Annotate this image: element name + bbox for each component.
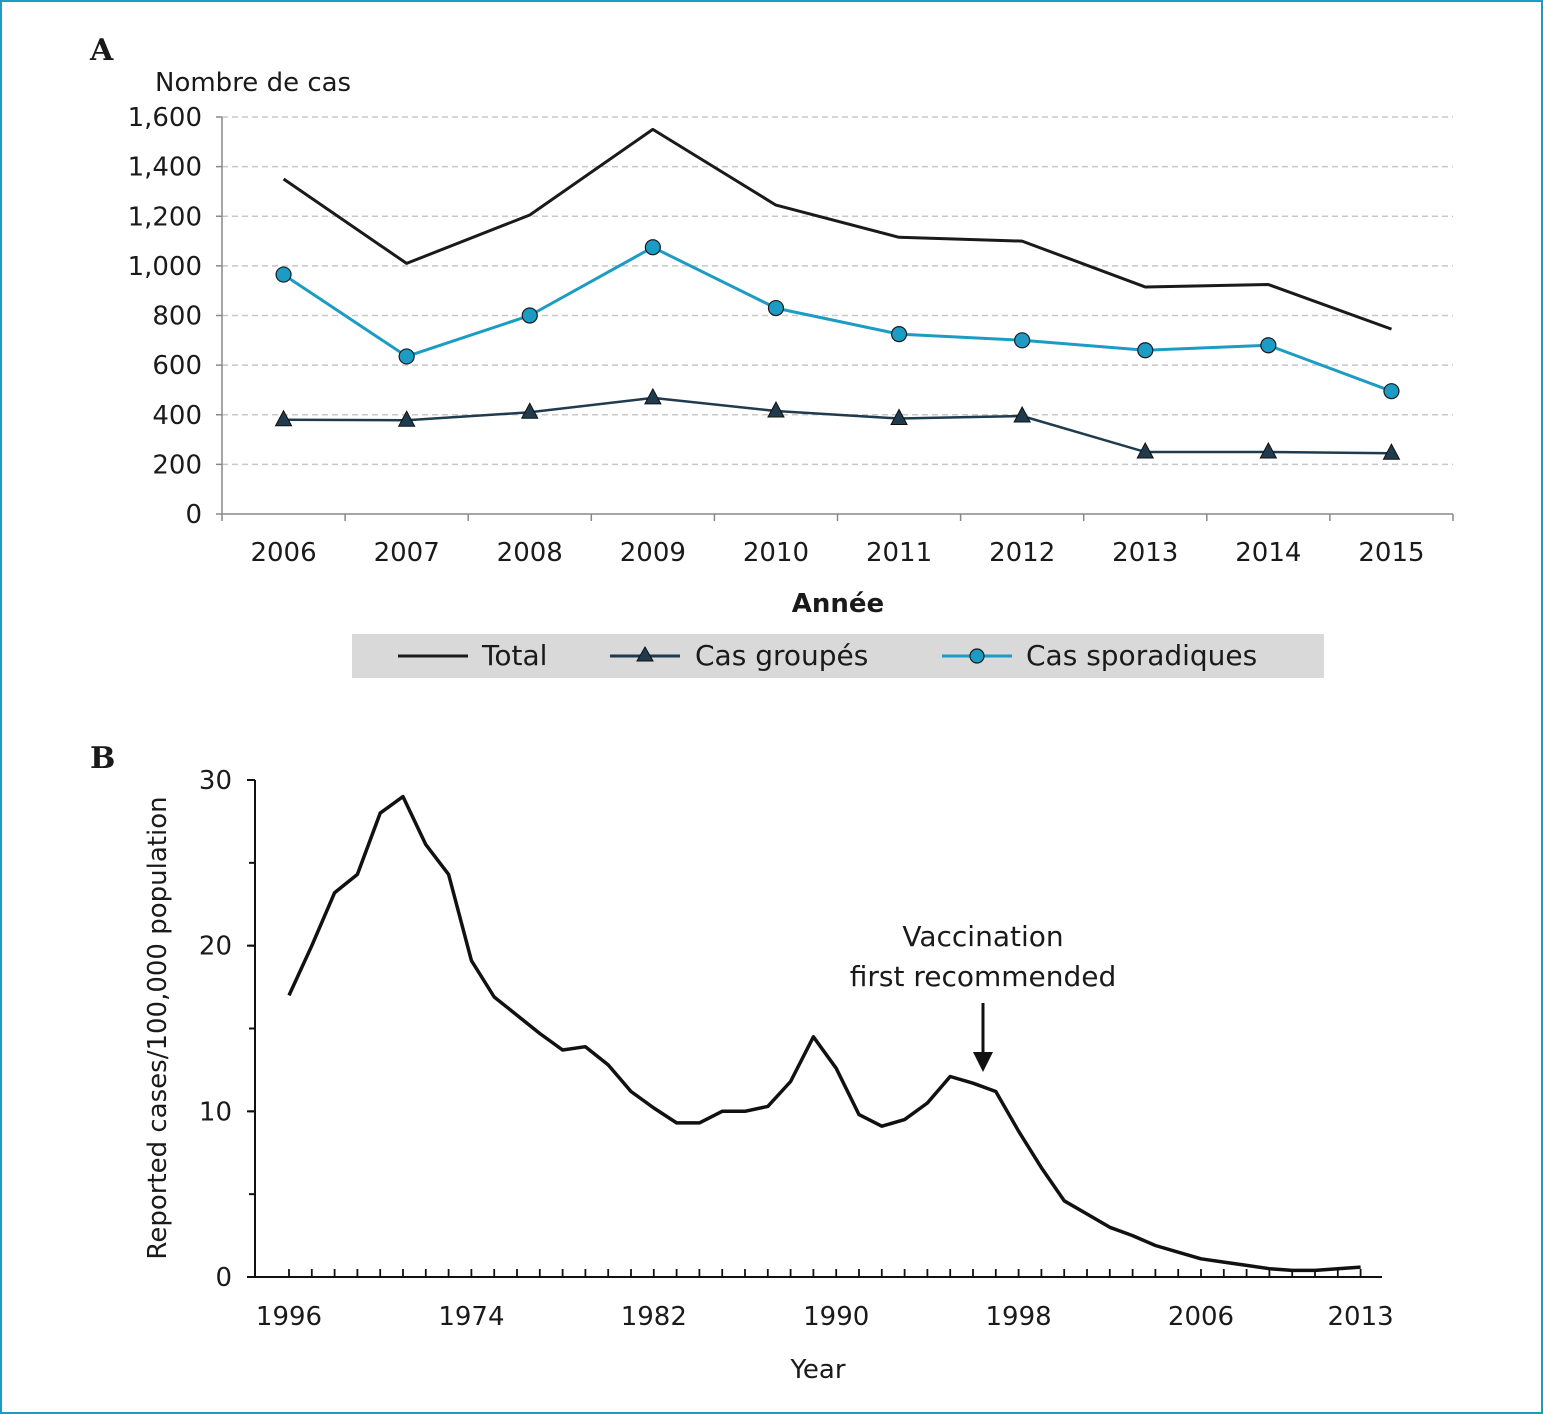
chart-b-y-tick-label: 30: [199, 766, 232, 796]
sporadiques-point: [644, 239, 661, 256]
chart-b-x-tick-label: 1982: [621, 1302, 687, 1332]
sporadiques-point: [767, 299, 785, 317]
sporadiques-point: [521, 307, 538, 324]
chart-b-y-tick-label: 0: [215, 1263, 232, 1293]
chart-a-y-tick-label: 1,200: [128, 202, 202, 232]
legend-sporadiques-label: Cas sporadiques: [1026, 639, 1257, 672]
groupes-point: [1382, 443, 1401, 460]
series-line-0: [282, 127, 1393, 331]
annotation-line-2: first recommended: [850, 960, 1117, 993]
groupes-point: [1136, 441, 1155, 459]
sporadiques-point: [890, 326, 908, 343]
chart-b-y-tick-label: 20: [199, 932, 232, 962]
sporadiques-point: [398, 348, 415, 365]
series-line-1: [283, 396, 1392, 455]
sporadiques-point: [275, 266, 292, 283]
sporadiques-point: [1260, 337, 1277, 354]
chart-b-xlabel: Year: [789, 1355, 845, 1385]
chart-b-x-tick-label: 1998: [986, 1302, 1052, 1332]
legend-total-label: Total: [481, 639, 547, 672]
annotation-arrow-head: [973, 1052, 993, 1072]
chart-a-y-tick-label: 1,000: [128, 252, 202, 282]
chart-a-y-tick-label: 200: [152, 450, 202, 480]
legend-box: [352, 634, 1324, 678]
chart-a-y-tick-label: 600: [152, 351, 202, 381]
legend-groupes-marker: [636, 645, 654, 662]
chart-b-y-tick-label: 10: [199, 1097, 232, 1127]
chart-a-x-tick-label: 2008: [497, 538, 563, 568]
chart-b-x-tick-label: 2013: [1328, 1302, 1394, 1332]
chart-b-ticks: 0 10 20 30 1996 1974 1982 1990 1998 2006 2013: [199, 766, 1394, 1332]
chart-b-series: [287, 794, 1361, 1273]
chart-a-x-tick-label: 2014: [1235, 538, 1301, 568]
annotation-line-1: Vaccination: [902, 920, 1063, 953]
groupes-point: [397, 410, 416, 427]
chart-b-annotation: Vaccination first recommended: [850, 920, 1117, 1072]
sporadiques-point: [1137, 342, 1154, 359]
chart-a-x-tick-label: 2006: [250, 538, 316, 568]
chart-a-x-tick-label: 2010: [743, 538, 809, 568]
groupes-point: [890, 408, 908, 425]
chart-a-x-tick-label: 2009: [620, 538, 686, 568]
chart-b-x-tick-label: 1974: [438, 1302, 504, 1332]
chart-a-x-tick-label: 2013: [1112, 538, 1178, 568]
legend-groupes-label: Cas groupés: [695, 639, 868, 672]
groupes-point: [520, 402, 539, 419]
groupes-point: [274, 409, 293, 427]
chart-a-y-tick-label: 1,600: [128, 103, 202, 133]
chart-a-x-tick-label: 2007: [374, 538, 440, 568]
chart-b-x-tick-label: 1996: [256, 1302, 322, 1332]
chart-a-x-tick-label: 2015: [1358, 538, 1424, 568]
chart-a: A Nombre de cas 0 200 400 600 800 1,000 1,200 1…: [89, 33, 1454, 678]
chart-a-series: [274, 127, 1401, 460]
chart-a-legend: Total Cas groupés Cas sporadiques: [352, 634, 1324, 678]
chart-a-gridlines: [222, 116, 1453, 466]
incidence-line: [287, 794, 1361, 1273]
legend-sporadiques-marker: [969, 648, 985, 664]
chart-a-ticks: 0 200 400 600 800 1,000 1,200 1,400 1,600 2006 200…: [128, 103, 1454, 568]
groupes-point: [767, 400, 785, 418]
chart-a-y-tick-label: 400: [152, 401, 202, 431]
chart-b: B Reported cases/100,000 population 0 10 2…: [90, 741, 1394, 1385]
groupes-point: [1013, 405, 1031, 423]
chart-a-y-tick-label: 1,400: [128, 153, 202, 183]
chart-a-x-tick-label: 2011: [866, 538, 932, 568]
panel-a-letter: A: [89, 33, 114, 68]
groupes-point: [644, 387, 662, 405]
chart-a-y-tick-label: 0: [185, 500, 202, 530]
chart-a-y-tick-label: 800: [152, 302, 202, 332]
groupes-point: [1259, 441, 1278, 459]
chart-b-x-tick-label: 1990: [803, 1302, 869, 1332]
series-line-2: [282, 245, 1393, 393]
chart-a-ylabel: Nombre de cas: [155, 68, 351, 98]
chart-a-xlabel: Année: [792, 589, 884, 619]
chart-a-x-tick-label: 2012: [989, 538, 1055, 568]
chart-b-ylabel: Reported cases/100,000 population: [143, 796, 173, 1259]
chart-b-x-tick-label: 2006: [1168, 1302, 1234, 1332]
sporadiques-point: [1014, 332, 1031, 349]
sporadiques-point: [1383, 383, 1400, 400]
panel-b-letter: B: [90, 741, 115, 776]
